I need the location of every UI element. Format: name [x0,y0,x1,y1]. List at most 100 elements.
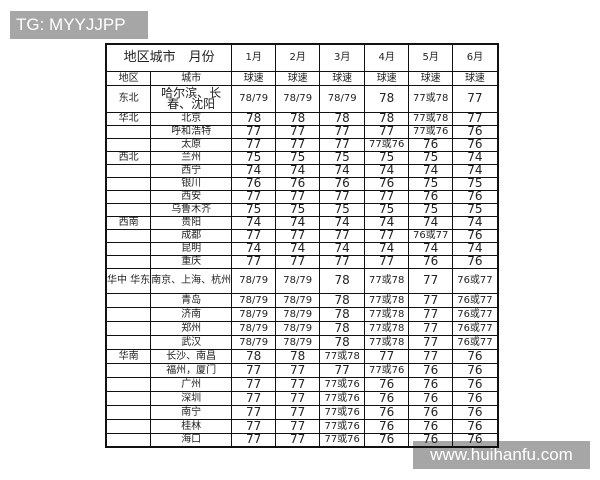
speed-cell: 77或78 [364,320,410,336]
speed-cell: 76 [452,254,499,269]
speed-cell: 78 [275,111,321,126]
city-cell: 成都 [150,228,233,243]
speed-cell: 78/79 [231,320,277,336]
table-row: 桂林 77 77 77或76 76 76 76 [105,418,499,434]
speed-cell: 77或78 [364,267,410,294]
table-row: 昆明 74 74 74 74 74 74 [105,241,499,256]
region-cell [105,176,152,191]
month-header: 1月 [231,43,277,72]
speed-cell: 77 [231,404,277,420]
speed-cell: 77 [231,228,277,243]
city-cell: 南宁 [150,404,233,420]
city-cell: 重庆 [150,254,233,269]
speed-cell: 77 [275,189,321,204]
city-header: 城市 [150,70,233,86]
speed-cell: 77或78 [364,334,410,350]
speed-cell: 77或78 [408,111,454,126]
speed-cell: 77 [231,124,277,139]
speed-cell: 77 [231,362,277,378]
speed-cell: 74 [231,241,277,256]
city-cell: 北京 [150,111,233,126]
speed-cell: 76或77 [452,320,499,336]
region-cell [105,202,152,217]
region-cell [105,292,152,308]
city-cell: 深圳 [150,390,233,406]
city-cell: 西宁 [150,163,233,178]
speed-cell: 74 [452,163,499,178]
region-cell [105,376,152,392]
speed-cell: 78/79 [231,306,277,322]
speed-cell: 76 [364,390,410,406]
speed-cell: 77或76 [319,404,366,420]
speed-cell: 78/79 [319,84,366,113]
region-cell [105,189,152,204]
table-row: 深圳 77 77 77或76 76 76 76 [105,390,499,406]
table-row: 乌鲁木齐 75 75 75 75 75 75 [105,202,499,217]
speed-cell: 76 [408,432,454,448]
speed-cell: 78/79 [275,306,321,322]
speed-cell: 74 [231,215,277,230]
table-row: 华中 华东 南京、上海、杭州 78/79 78/79 78 77或78 77 76或77 [105,267,499,294]
speed-cell: 77 [275,376,321,392]
speed-cell: 75 [452,202,499,217]
speed-cell: 77 [319,137,366,152]
speed-cell: 77 [452,111,499,126]
speed-cell: 76 [452,418,499,434]
speed-cell: 77 [319,362,366,378]
speed-cell: 77 [319,228,366,243]
speed-cell: 76 [408,404,454,420]
speed-header: 球速 [231,70,277,86]
region-cell [105,362,152,378]
speed-cell: 77 [275,390,321,406]
speed-cell: 77或76 [364,362,410,378]
region-cell [105,254,152,269]
speed-cell: 77 [319,189,366,204]
region-cell [105,404,152,420]
city-cell: 郑州 [150,320,233,336]
speed-cell: 78 [275,348,321,364]
month-header: 6月 [452,43,499,72]
speed-cell: 77或76 [319,390,366,406]
speed-cell: 76 [364,176,410,191]
speed-cell: 76 [452,137,499,152]
speed-cell: 78/79 [231,267,277,294]
table-row: 南宁 77 77 77或76 76 76 76 [105,404,499,420]
speed-cell: 76 [364,376,410,392]
region-cell [105,228,152,243]
table-row: 成都 77 77 77 77 76或77 76 [105,228,499,243]
speed-cell: 76 [452,228,499,243]
city-cell: 福州，厦门 [150,362,233,378]
speed-cell: 77 [408,320,454,336]
speed-cell: 76或77 [452,334,499,350]
speed-cell: 76或77 [452,292,499,308]
speed-header: 球速 [364,70,410,86]
speed-cell: 77 [231,418,277,434]
speed-cell: 76 [408,137,454,152]
city-cell: 贵阳 [150,215,233,230]
speed-cell: 74 [275,163,321,178]
region-cell [105,320,152,336]
region-cell [105,390,152,406]
speed-cell: 76 [452,348,499,364]
speed-cell: 77或78 [364,306,410,322]
speed-cell: 78 [319,320,366,336]
speed-header: 球速 [275,70,321,86]
region-cell [105,432,152,448]
speed-cell: 74 [408,215,454,230]
speed-cell: 77 [231,254,277,269]
speed-cell: 77 [231,376,277,392]
region-cell: 华北 [105,111,152,126]
region-cell [105,241,152,256]
speed-cell: 78/79 [275,320,321,336]
watermark-bottom-right: www.huihanfu.com [413,441,590,469]
region-cell: 西南 [105,215,152,230]
speed-cell: 76 [452,376,499,392]
city-cell: 长沙、南昌 [150,348,233,364]
speed-cell: 76 [452,404,499,420]
region-cell: 西北 [105,150,152,165]
speed-cell: 78/79 [275,84,321,113]
speed-cell: 75 [231,150,277,165]
table-row: 华南 长沙、南昌 78 78 77或78 77 77 76 [105,348,499,364]
region-cell: 华南 [105,348,152,364]
speed-cell: 77 [364,189,410,204]
